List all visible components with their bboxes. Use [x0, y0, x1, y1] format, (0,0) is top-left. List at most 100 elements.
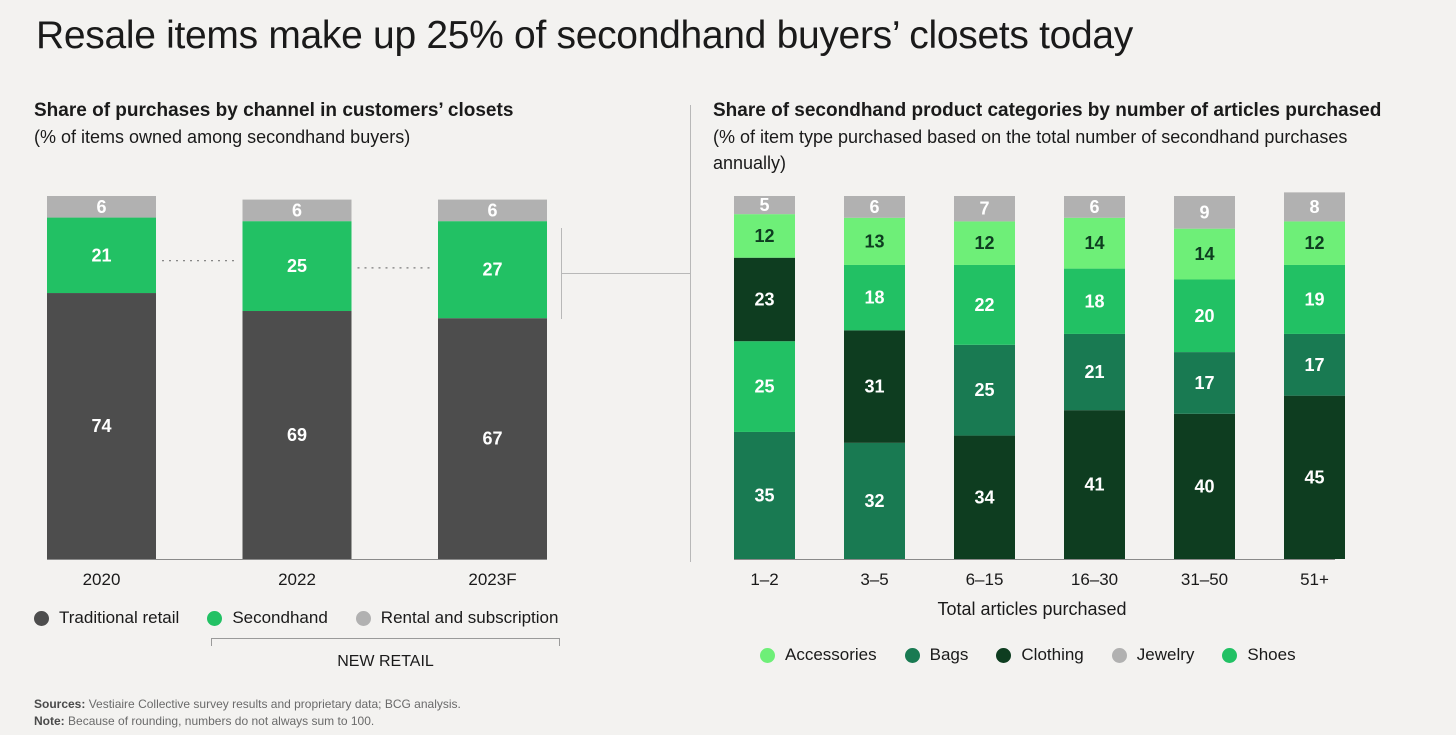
bar-traditional-retail-2022 [242, 311, 352, 559]
data-label-shoes-31-50: 20 [1194, 306, 1214, 326]
right-legend-label-clothing: Clothing [1021, 645, 1084, 664]
data-label-secondhand-2022: 25 [287, 256, 307, 276]
accessories-legend-dot-icon [760, 647, 775, 663]
data-label-accessories-6-15: 12 [974, 233, 994, 253]
bar-rental-and-subscription-2020 [47, 196, 156, 218]
bar-jewelry-31-50 [1174, 196, 1235, 229]
x-tick-label-16-30: 16–30 [1071, 570, 1118, 589]
data-label-accessories-51: 12 [1304, 233, 1324, 253]
bar-bags-16-30 [1064, 333, 1125, 411]
data-label-clothing-51: 45 [1304, 467, 1324, 487]
right-legend-item-accessories: Accessories [760, 645, 877, 665]
secondhand-legend-dot-icon [207, 610, 223, 626]
new-retail-bracket [211, 638, 560, 646]
data-label-clothing-1-2: 23 [754, 289, 774, 309]
data-label-rental-and-subscription-2023f: 6 [487, 200, 497, 220]
data-label-bags-16-30: 21 [1084, 362, 1104, 382]
bar-shoes-1-2 [734, 341, 795, 432]
shoes-legend-dot-icon [1222, 647, 1238, 663]
right-legend-label-bags: Bags [929, 645, 969, 664]
x-tick-label-2020: 2020 [83, 570, 121, 589]
data-label-jewelry-31-50: 9 [1199, 202, 1209, 222]
left-chart-note: (% of items owned among secondhand buyer… [34, 127, 411, 147]
data-label-rental-and-subscription-2022: 6 [292, 200, 302, 220]
data-label-jewelry-16-30: 6 [1089, 197, 1099, 217]
jewelry-legend-dot-icon [1111, 647, 1127, 663]
bar-jewelry-6-15 [954, 196, 1015, 222]
bags-legend-dot-icon [904, 647, 920, 663]
data-label-jewelry-6-15: 7 [979, 199, 989, 219]
right-legend-item-bags: Bags [904, 645, 969, 665]
bar-accessories-16-30 [1064, 217, 1125, 269]
right-legend-label-shoes: Shoes [1247, 645, 1296, 664]
data-label-accessories-1-2: 12 [754, 226, 774, 246]
bar-accessories-31-50 [1174, 228, 1235, 280]
data-label-clothing-3-5: 31 [864, 377, 884, 397]
data-label-traditional-retail-2022: 69 [287, 425, 307, 445]
data-label-bags-3-5: 32 [864, 491, 884, 511]
right-legend-item-shoes: Shoes [1222, 645, 1296, 665]
bar-traditional-retail-2023f [438, 318, 547, 559]
bar-accessories-1-2 [734, 214, 795, 258]
bar-clothing-51 [1284, 395, 1345, 559]
left-legend-label-secondhand: Secondhand [232, 608, 328, 627]
right-legend-label-accessories: Accessories [785, 645, 877, 664]
data-label-bags-51: 17 [1304, 355, 1324, 375]
sources-label: Sources: [34, 697, 86, 711]
bar-accessories-3-5 [844, 217, 905, 265]
bar-shoes-16-30 [1064, 268, 1125, 334]
bar-jewelry-16-30 [1064, 196, 1125, 218]
data-label-accessories-16-30: 14 [1084, 233, 1104, 253]
data-label-secondhand-2020: 21 [91, 245, 111, 265]
data-label-clothing-6-15: 34 [974, 487, 994, 507]
right-chart-note: (% of item type purchased based on the t… [713, 127, 1348, 173]
footer-sources: Sources: Vestiaire Collective survey res… [34, 697, 461, 711]
new-retail-label: NEW RETAIL [337, 653, 434, 670]
data-label-traditional-retail-2020: 74 [91, 416, 111, 436]
x-tick-label-6-15: 6–15 [966, 570, 1004, 589]
note-text: Because of rounding, numbers do not alwa… [68, 714, 375, 728]
bar-secondhand-2023f [438, 221, 547, 319]
bar-jewelry-3-5 [844, 196, 905, 218]
left-legend-item-rental-and-subscription: Rental and subscription [355, 608, 558, 628]
right-legend: Accessories Bags Clothing Jewelry Shoes [760, 645, 1324, 665]
left-legend: Traditional retail Secondhand Rental and s… [34, 608, 586, 628]
left-legend-label-traditional-retail: Traditional retail [59, 608, 180, 627]
right-legend-item-clothing: Clothing [996, 645, 1084, 665]
bar-clothing-31-50 [1174, 413, 1235, 559]
right-legend-label-jewelry: Jewelry [1136, 645, 1195, 664]
data-label-traditional-retail-2023f: 67 [482, 429, 502, 449]
left-chart-subtitle: Share of purchases by channel in custome… [34, 100, 514, 121]
chart-connectors [162, 105, 691, 562]
bar-bags-3-5 [844, 442, 905, 559]
right-legend-item-jewelry: Jewelry [1111, 645, 1195, 665]
note-label: Note: [34, 714, 65, 728]
sources-text: Vestiaire Collective survey results and … [88, 697, 461, 711]
left-chart: 74 21 6 2020 69 25 6 2022 67 27 6 2023F [47, 196, 547, 589]
data-label-bags-1-2: 35 [754, 485, 774, 505]
data-label-shoes-1-2: 25 [754, 377, 774, 397]
right-chart-subtitle: Share of secondhand product categories b… [713, 100, 1382, 121]
data-label-bags-6-15: 25 [974, 380, 994, 400]
bar-clothing-16-30 [1064, 410, 1125, 559]
bar-accessories-51 [1284, 221, 1345, 265]
data-label-clothing-31-50: 40 [1194, 476, 1214, 496]
bar-shoes-31-50 [1174, 279, 1235, 353]
data-label-bags-31-50: 17 [1194, 373, 1214, 393]
data-label-secondhand-2023f: 27 [482, 260, 502, 280]
bar-bags-1-2 [734, 431, 795, 559]
bar-clothing-1-2 [734, 257, 795, 342]
x-tick-label-2023f: 2023F [468, 570, 516, 589]
data-label-accessories-31-50: 14 [1194, 244, 1214, 264]
bar-rental-and-subscription-2022 [242, 199, 352, 222]
data-label-shoes-16-30: 18 [1084, 291, 1104, 311]
data-label-shoes-6-15: 22 [974, 295, 994, 315]
bar-jewelry-1-2 [734, 196, 795, 215]
x-tick-label-51: 51+ [1300, 570, 1329, 589]
footer-note: Note: Because of rounding, numbers do no… [34, 714, 374, 728]
bar-secondhand-2020 [47, 217, 156, 294]
data-label-shoes-3-5: 18 [864, 288, 884, 308]
bar-clothing-6-15 [954, 435, 1015, 559]
rental-and-subscription-legend-dot-icon [355, 610, 371, 626]
